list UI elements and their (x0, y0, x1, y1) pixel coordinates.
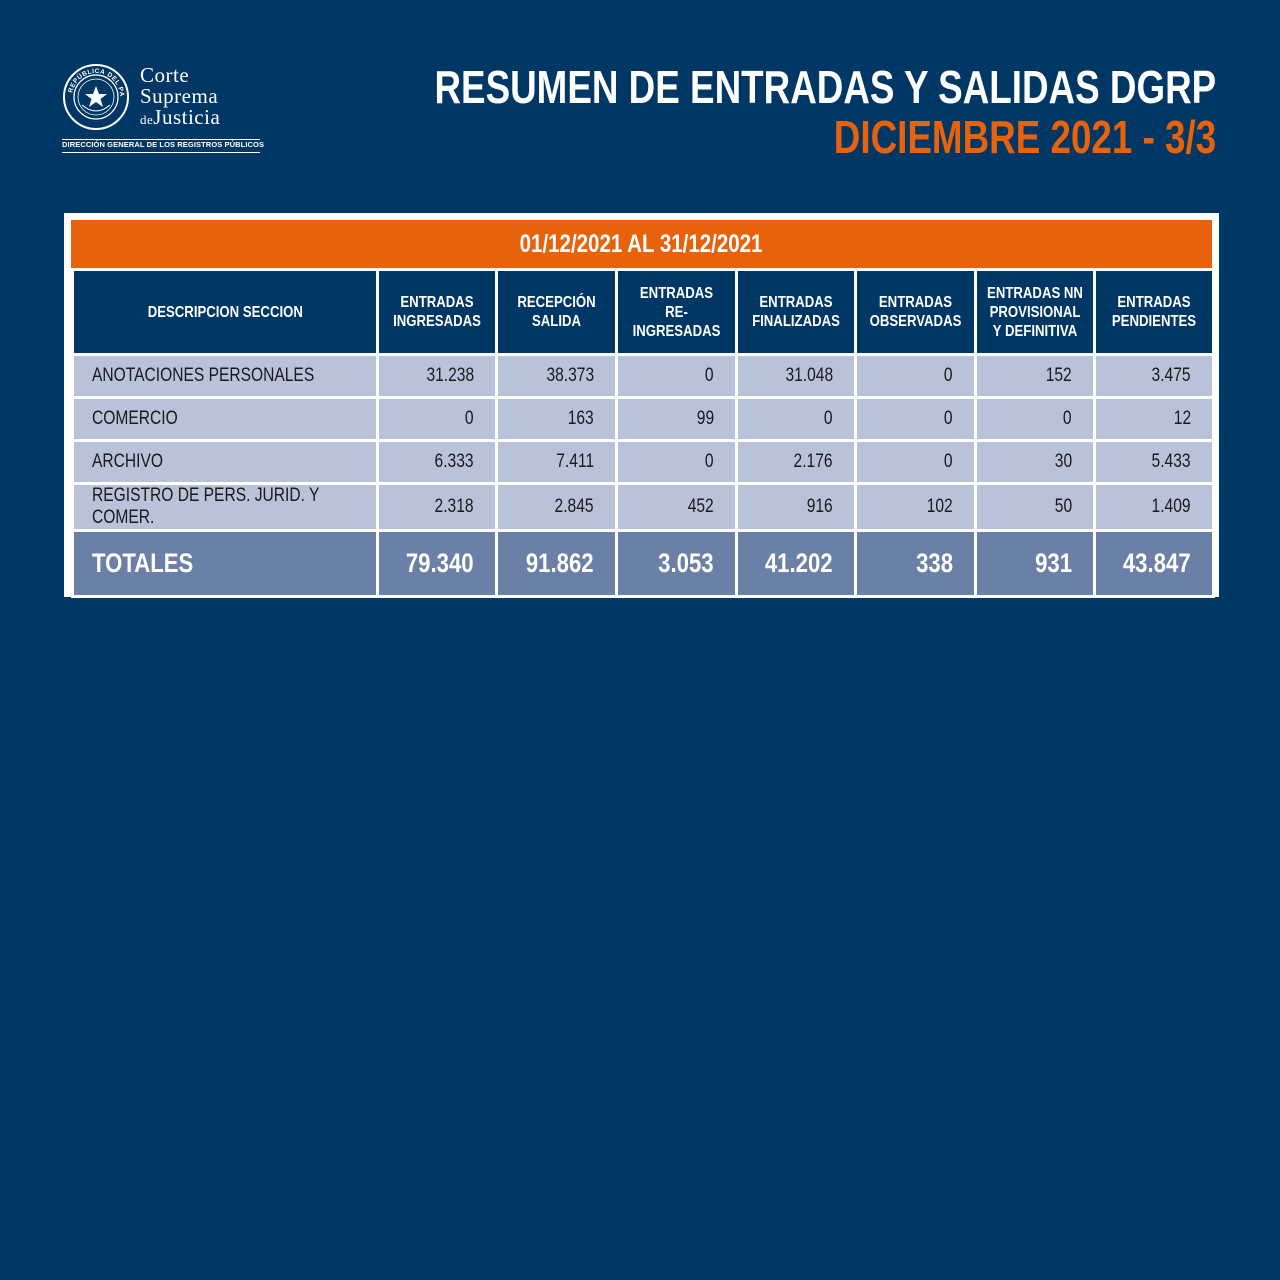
summary-table-card: 01/12/2021 AL 31/12/2021 DESCRIPCION SEC… (64, 213, 1219, 598)
total-cell: 338 (854, 529, 977, 598)
table-cell: 102 (854, 482, 977, 532)
total-cell: 931 (974, 529, 1096, 598)
table-cell: 0 (615, 353, 738, 399)
table-cell: 0 (974, 396, 1096, 442)
table-cell: 0 (854, 396, 977, 442)
csj-logo: REPÚBLICA DEL PARAGUAY Corte Suprema deJ… (62, 63, 265, 155)
table-cell: 163 (495, 396, 618, 442)
column-header: DESCRIPCION SECCION (71, 268, 379, 356)
table-row: ARCHIVO 6.333 7.411 0 2.176 0 30 5.433 (71, 439, 1215, 485)
logo-line-corte: Corte (140, 63, 190, 87)
page-subtitle: DICIEMBRE 2021 - 3/3 (833, 111, 1216, 163)
table-cell: COMERCIO (71, 396, 379, 442)
table-cell: 38.373 (495, 353, 618, 399)
table-cell: 99 (615, 396, 738, 442)
totals-row: TOTALES 79.340 91.862 3.053 41.202 338 9… (71, 529, 1215, 598)
table-row: REGISTRO DE PERS. JURID. Y COMER. 2.318 … (71, 482, 1215, 532)
table-cell: 3.475 (1093, 353, 1215, 399)
table-cell: 6.333 (376, 439, 498, 485)
page-title: RESUMEN DE ENTRADAS Y SALIDAS DGRP (434, 61, 1216, 113)
table-cell: 916 (735, 482, 857, 532)
total-cell: 91.862 (495, 529, 618, 598)
table-cell: 30 (974, 439, 1096, 485)
logo-line-justicia: Justicia (153, 105, 221, 129)
total-cell: 79.340 (376, 529, 498, 598)
table-cell: 152 (974, 353, 1096, 399)
table-cell: 5.433 (1093, 439, 1215, 485)
table-cell: 0 (854, 439, 977, 485)
table-cell: 50 (974, 482, 1096, 532)
logo-subtitle: DIRECCIÓN GENERAL DE LOS REGISTROS PÚBLI… (62, 140, 265, 149)
table-cell: ANOTACIONES PERSONALES (71, 353, 379, 399)
total-cell: 41.202 (735, 529, 857, 598)
logo-wordmark: Corte Suprema deJusticia (140, 65, 220, 128)
table-cell: 31.048 (735, 353, 857, 399)
total-cell: 43.847 (1093, 529, 1215, 598)
table-cell: 452 (615, 482, 738, 532)
table-row: ANOTACIONES PERSONALES 31.238 38.373 0 3… (71, 353, 1215, 399)
period-label: 01/12/2021 AL 31/12/2021 (520, 229, 763, 258)
totals-label: TOTALES (71, 529, 379, 598)
column-header: ENTRADAS RE-INGRESADAS (615, 268, 738, 356)
table-row: COMERCIO 0 163 99 0 0 0 12 (71, 396, 1215, 442)
table-header-row: DESCRIPCION SECCION ENTRADAS INGRESADAS … (71, 268, 1215, 356)
svg-text:REPÚBLICA DEL PARAGUAY: REPÚBLICA DEL PARAGUAY (62, 63, 125, 97)
table-cell: 1.409 (1093, 482, 1215, 532)
table-cell: 7.411 (495, 439, 618, 485)
total-cell: 3.053 (615, 529, 738, 598)
table-cell: 0 (735, 396, 857, 442)
table-cell: 0 (376, 396, 498, 442)
logo-line-de: de (140, 112, 154, 127)
seal-text: REPÚBLICA DEL PARAGUAY (62, 63, 125, 97)
logo-divider (62, 139, 260, 140)
table-cell: 2.176 (735, 439, 857, 485)
table-cell: REGISTRO DE PERS. JURID. Y COMER. (71, 482, 379, 532)
column-header: ENTRADAS FINALIZADAS (735, 268, 857, 356)
table-cell: 31.238 (376, 353, 498, 399)
table-cell: 0 (615, 439, 738, 485)
column-header: ENTRADAS NN PROVISIONAL Y DEFINITIVA (974, 268, 1096, 356)
column-header: RECEPCIÓN SALIDA (495, 268, 618, 356)
column-header: ENTRADAS PENDIENTES (1093, 268, 1215, 356)
logo-line-suprema: Suprema (140, 84, 219, 108)
table-cell: 2.845 (495, 482, 618, 532)
column-header: ENTRADAS OBSERVADAS (854, 268, 977, 356)
national-seal-icon: REPÚBLICA DEL PARAGUAY (62, 63, 129, 130)
column-header: ENTRADAS INGRESADAS (376, 268, 498, 356)
logo-divider-bottom (62, 152, 260, 153)
table-cell: 2.318 (376, 482, 498, 532)
table-cell: 0 (854, 353, 977, 399)
table-cell: 12 (1093, 396, 1215, 442)
summary-table: DESCRIPCION SECCION ENTRADAS INGRESADAS … (71, 268, 1215, 598)
period-banner: 01/12/2021 AL 31/12/2021 (71, 220, 1212, 268)
page-title-block: RESUMEN DE ENTRADAS Y SALIDAS DGRP DICIE… (434, 62, 1216, 162)
table-cell: ARCHIVO (71, 439, 379, 485)
